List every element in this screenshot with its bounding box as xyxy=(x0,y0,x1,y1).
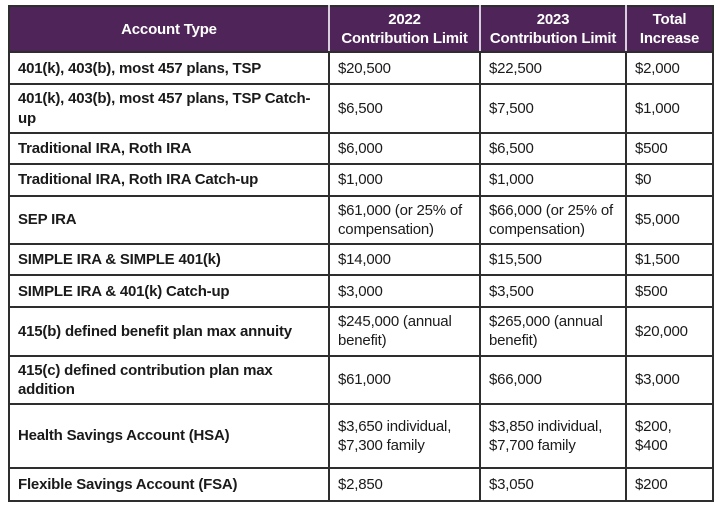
limit-2023-cell: $7,500 xyxy=(479,83,627,134)
limit-2022-cell: $3,000 xyxy=(328,274,481,309)
increase-cell: $1,500 xyxy=(625,243,714,277)
column-header-label: Account Type xyxy=(121,20,217,38)
limit-2022-cell: $3,650 individual, $7,300 family xyxy=(328,402,481,469)
column-header-2022-limit: 2022 Contribution Limit xyxy=(329,6,481,54)
limit-2023-cell: $1,000 xyxy=(479,162,627,197)
increase-cell: $3,000 xyxy=(625,354,714,405)
increase-cell: $1,000 xyxy=(625,83,714,134)
table-row: 415(c) defined contribution plan max add… xyxy=(8,354,714,405)
table-row: SIMPLE IRA & SIMPLE 401(k) $14,000 $15,5… xyxy=(8,243,714,277)
header-row: Account Type 2022 Contribution Limit 2023… xyxy=(9,6,713,54)
limit-2023-cell: $3,500 xyxy=(479,274,627,309)
table-row: 401(k), 403(b), most 457 plans, TSP Catc… xyxy=(8,83,714,134)
account-type-cell: SEP IRA xyxy=(8,194,330,246)
column-header-label: 2023 xyxy=(536,11,570,28)
increase-cell: $500 xyxy=(625,274,714,309)
account-type-cell: Traditional IRA, Roth IRA xyxy=(8,131,330,165)
column-header-label: Total xyxy=(652,11,687,28)
table-row: Traditional IRA, Roth IRA Catch-up $1,00… xyxy=(8,162,714,197)
increase-cell: $500 xyxy=(625,131,714,165)
column-header-2023-limit: 2023 Contribution Limit xyxy=(480,6,627,54)
limit-2023-cell: $3,050 xyxy=(479,466,627,502)
account-type-cell: Traditional IRA, Roth IRA Catch-up xyxy=(8,162,330,197)
table-row: SEP IRA $61,000 (or 25% of compensation)… xyxy=(8,194,714,246)
increase-cell: $20,000 xyxy=(625,306,714,357)
limit-2022-cell: $14,000 xyxy=(328,243,481,277)
limit-2023-cell: $22,500 xyxy=(479,51,627,86)
account-type-cell: SIMPLE IRA & SIMPLE 401(k) xyxy=(8,243,330,277)
account-type-cell: SIMPLE IRA & 401(k) Catch-up xyxy=(8,274,330,309)
limit-2022-cell: $61,000 xyxy=(328,354,481,405)
account-type-cell: 401(k), 403(b), most 457 plans, TSP xyxy=(8,51,330,86)
table-row: Flexible Savings Account (FSA) $2,850 $3… xyxy=(8,466,714,502)
table-row: SIMPLE IRA & 401(k) Catch-up $3,000 $3,5… xyxy=(8,274,714,309)
increase-cell: $5,000 xyxy=(625,194,714,246)
increase-cell: $200 xyxy=(625,466,714,502)
limit-2022-cell: $2,850 xyxy=(328,466,481,502)
limit-2022-cell: $1,000 xyxy=(328,162,481,197)
increase-cell: $200, $400 xyxy=(625,402,714,469)
limit-2022-cell: $245,000 (annual benefit) xyxy=(328,306,481,357)
contribution-limits-table: Account Type 2022 Contribution Limit 2023… xyxy=(8,5,714,502)
column-header-label: 2022 xyxy=(388,11,421,28)
account-type-cell: Health Savings Account (HSA) xyxy=(8,402,330,469)
limit-2023-cell: $15,500 xyxy=(479,243,627,277)
contribution-limits-table-wrap: Account Type 2022 Contribution Limit 2023… xyxy=(8,5,714,502)
table-row: Traditional IRA, Roth IRA $6,000 $6,500 … xyxy=(8,131,714,165)
account-type-cell: 401(k), 403(b), most 457 plans, TSP Catc… xyxy=(8,83,330,134)
account-type-cell: 415(b) defined benefit plan max annuity xyxy=(8,306,330,357)
limit-2023-cell: $3,850 individual, $7,700 family xyxy=(479,402,627,469)
table-row: 401(k), 403(b), most 457 plans, TSP $20,… xyxy=(8,51,714,86)
column-header-account-type: Account Type xyxy=(9,6,330,54)
account-type-cell: Flexible Savings Account (FSA) xyxy=(8,466,330,502)
limit-2023-cell: $66,000 (or 25% of compensation) xyxy=(479,194,627,246)
table-row: 415(b) defined benefit plan max annuity … xyxy=(8,306,714,357)
account-type-cell: 415(c) defined contribution plan max add… xyxy=(8,354,330,405)
limit-2023-cell: $265,000 (annual benefit) xyxy=(479,306,627,357)
table-row: Health Savings Account (HSA) $3,650 indi… xyxy=(8,402,714,469)
limit-2022-cell: $61,000 (or 25% of compensation) xyxy=(328,194,481,246)
increase-cell: $2,000 xyxy=(625,51,714,86)
increase-cell: $0 xyxy=(625,162,714,197)
limit-2023-cell: $66,000 xyxy=(479,354,627,405)
limit-2022-cell: $6,500 xyxy=(328,83,481,134)
limit-2022-cell: $20,500 xyxy=(328,51,481,86)
column-header-total-increase: Total Increase xyxy=(626,6,713,54)
limit-2022-cell: $6,000 xyxy=(328,131,481,165)
limit-2023-cell: $6,500 xyxy=(479,131,627,165)
